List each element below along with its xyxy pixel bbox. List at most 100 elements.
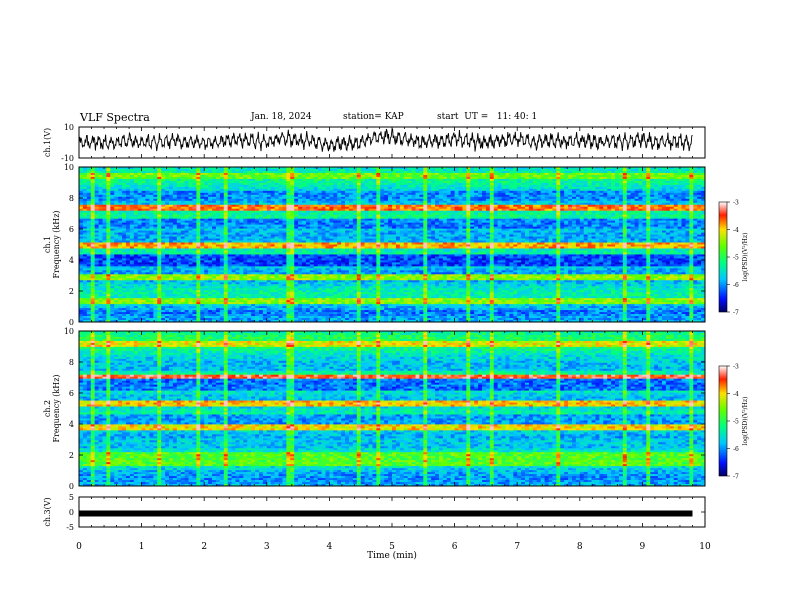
spectrogram-cell [95,211,99,213]
spectrogram-cell [286,173,290,175]
spectrogram-cell [459,193,463,195]
spectrogram-cell [138,183,142,185]
spectrogram-cell [517,189,521,191]
spectrogram-cell [134,187,138,189]
spectrogram-cell [588,177,592,179]
spectrogram-cell [682,181,686,183]
spectrogram-cell [95,193,99,195]
spectrogram-cell [568,181,572,183]
spectrogram-cell [196,195,200,197]
spectrogram-cell [228,185,232,187]
spectrogram-cell [427,199,431,201]
spectrogram-cell [697,183,701,185]
spectrogram-cell [87,171,91,173]
spectrogram-cell [353,181,357,183]
spectrogram-cell [310,173,314,175]
spectrogram-cell [114,205,118,207]
spectrogram-cell [662,203,666,205]
spectrogram-cell [177,181,181,183]
spectrogram-cell [623,179,627,181]
spectrogram-cell [275,205,279,207]
spectrogram-cell [435,209,439,211]
spectrogram-cell [599,193,603,195]
spectrogram-cell [161,207,165,209]
spectrogram-cell [631,207,635,209]
spectrogram-cell [271,197,275,199]
spectrogram-cell [513,205,517,207]
spectrogram-cell [173,181,177,183]
spectrogram-cell [357,179,361,181]
spectrogram-cell [126,205,130,207]
spectrogram-cell [689,193,693,195]
spectrogram-cell [263,175,267,177]
spectrogram-cell [513,199,517,201]
spectrogram-cell [521,171,525,173]
spectrogram-cell [345,187,349,189]
spectrogram-cell [505,195,509,197]
spectrogram-cell [635,185,639,187]
spectrogram-cell [525,173,529,175]
spectrogram-cell [263,211,267,213]
spectrogram-cell [79,173,83,175]
spectrogram-cell [439,173,443,175]
spectrogram-cell [556,197,560,199]
spectrogram-cell [400,203,404,205]
spectrogram-cell [337,207,341,209]
spectrogram-cell [149,193,153,195]
spectrogram-cell [451,211,455,213]
spectrogram-cell [263,173,267,175]
spectrogram-cell [196,209,200,211]
spectrogram-cell [549,199,553,201]
spectrogram-cell [658,195,662,197]
spectrogram-cell [478,209,482,211]
spectrogram-cell [560,195,564,197]
spectrogram-cell [138,179,142,181]
spectrogram-cell [177,191,181,193]
spectrogram-cell [212,175,216,177]
spectrogram-cell [584,169,588,171]
spectrogram-cell [279,189,283,191]
spectrogram-cell [102,197,106,199]
spectrogram-cell [435,187,439,189]
spectrogram-cell [212,201,216,203]
spectrogram-cell [361,201,365,203]
spectrogram-cell [337,183,341,185]
spectrogram-cell [192,197,196,199]
spectrogram-cell [189,189,193,191]
spectrogram-cell [623,207,627,209]
spectrogram-cell [572,173,576,175]
spectrogram-cell [200,197,204,199]
spectrogram-cell [447,203,451,205]
spectrogram-cell [545,185,549,187]
spectrogram-cell [592,207,596,209]
spectrogram-cell [318,205,322,207]
spectrogram-cell [138,185,142,187]
spectrogram-cell [322,203,326,205]
spectrogram-cell [627,181,631,183]
spectrogram-cell [552,207,556,209]
spectrogram-cell [279,187,283,189]
spectrogram-cell [341,211,345,213]
spectrogram-cell [384,197,388,199]
spectrogram-cell [122,177,126,179]
spectrogram-cell [310,189,314,191]
spectrogram-cell [232,177,236,179]
spectrogram-cell [341,177,345,179]
spectrogram-cell [224,203,228,205]
spectrogram-cell [689,169,693,171]
spectrogram-cell [658,177,662,179]
spectrogram-cell [431,203,435,205]
spectrogram-cell [91,201,95,203]
spectrogram-cell [349,185,353,187]
spectrogram-cell [388,209,392,211]
spectrogram-cell [271,203,275,205]
spectrogram-cell [239,171,243,173]
spectrogram-cell [427,173,431,175]
spectrogram-cell [412,185,416,187]
spectrogram-cell [236,185,240,187]
spectrogram-cell [236,197,240,199]
spectrogram-cell [419,209,423,211]
spectrogram-cell [392,207,396,209]
spectrogram-cell [353,191,357,193]
spectrogram-cell [126,207,130,209]
